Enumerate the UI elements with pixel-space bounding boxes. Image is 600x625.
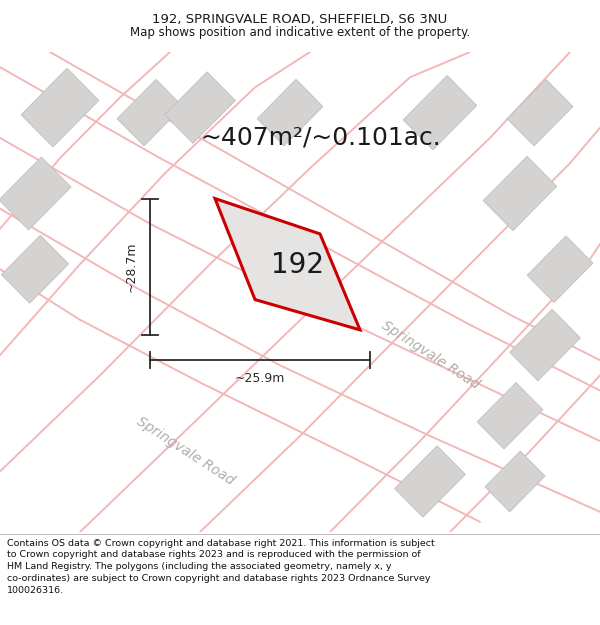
Polygon shape (485, 451, 545, 512)
Polygon shape (1, 236, 68, 303)
Polygon shape (477, 382, 543, 449)
Polygon shape (403, 76, 477, 150)
Polygon shape (527, 236, 593, 302)
Polygon shape (117, 79, 183, 146)
Text: 192, SPRINGVALE ROAD, SHEFFIELD, S6 3NU: 192, SPRINGVALE ROAD, SHEFFIELD, S6 3NU (152, 13, 448, 26)
Text: Contains OS data © Crown copyright and database right 2021. This information is : Contains OS data © Crown copyright and d… (7, 539, 435, 595)
Text: Map shows position and indicative extent of the property.: Map shows position and indicative extent… (130, 26, 470, 39)
Polygon shape (395, 446, 466, 518)
Polygon shape (21, 68, 99, 147)
Text: Springvale Road: Springvale Road (134, 414, 236, 488)
Polygon shape (507, 79, 573, 146)
Text: ~407m²/~0.101ac.: ~407m²/~0.101ac. (200, 126, 441, 150)
Text: 192: 192 (271, 251, 324, 279)
Text: ~25.9m: ~25.9m (235, 372, 285, 386)
Polygon shape (215, 199, 360, 330)
Text: Springvale Road: Springvale Road (379, 318, 481, 392)
Polygon shape (483, 156, 557, 231)
Polygon shape (509, 309, 580, 381)
Polygon shape (257, 79, 323, 146)
Text: ~28.7m: ~28.7m (125, 241, 138, 292)
Polygon shape (164, 72, 235, 143)
Polygon shape (0, 157, 71, 230)
